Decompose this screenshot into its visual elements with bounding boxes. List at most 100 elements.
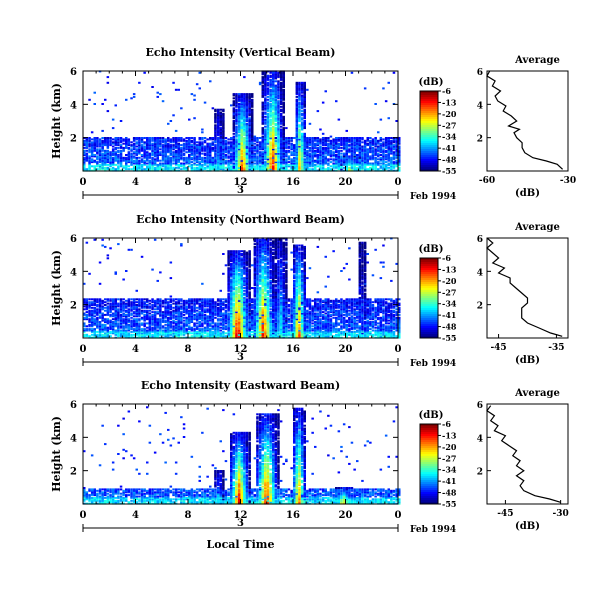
heatmap-cell xyxy=(350,139,354,142)
heatmap-cell xyxy=(156,152,159,155)
heatmap-cell xyxy=(230,325,233,328)
heatmap-cell xyxy=(203,101,207,104)
heatmap-cell xyxy=(219,305,222,308)
heatmap-cell xyxy=(350,155,354,158)
heatmap-cell xyxy=(203,158,207,161)
heatmap-cell xyxy=(151,322,154,325)
heatmap-cell xyxy=(379,165,383,168)
heatmap-cell xyxy=(303,165,306,168)
heatmap-cell xyxy=(240,145,243,148)
heatmap-cell xyxy=(174,306,178,309)
heatmap-cell xyxy=(214,313,217,316)
heatmap-cell xyxy=(237,108,241,111)
heatmap-cell xyxy=(261,168,264,171)
heatmap-cell xyxy=(395,155,398,158)
heatmap-cell xyxy=(172,333,175,336)
heatmap-cell xyxy=(277,144,280,147)
heatmap-cell xyxy=(366,163,369,166)
heatmap-cell xyxy=(90,333,94,336)
heatmap-cell xyxy=(219,306,222,309)
heatmap-cell xyxy=(127,165,131,168)
heatmap-cell xyxy=(390,168,393,171)
heatmap-cell xyxy=(203,326,207,329)
heatmap-cell xyxy=(83,151,86,154)
heatmap-cell xyxy=(209,80,212,83)
heatmap-cell xyxy=(111,329,115,332)
heatmap-cell xyxy=(300,152,304,155)
heatmap-cell xyxy=(243,163,246,166)
heatmap-cell xyxy=(298,161,301,164)
heatmap-cell xyxy=(272,152,275,155)
heatmap-cell xyxy=(111,145,115,148)
heatmap-cell xyxy=(180,168,183,171)
heatmap-cell xyxy=(164,163,167,166)
heatmap-cell xyxy=(198,161,201,164)
heatmap-cell xyxy=(261,163,264,166)
heatmap-cell xyxy=(298,134,301,137)
heatmap-cell xyxy=(230,294,233,297)
heatmap-cell xyxy=(366,149,369,152)
heatmap-cell xyxy=(356,144,359,147)
heatmap-cell xyxy=(266,107,270,110)
heatmap-cell xyxy=(193,311,196,314)
heatmap-cell xyxy=(266,135,270,138)
heatmap-cell xyxy=(240,121,243,124)
heatmap-cell xyxy=(146,306,149,309)
heatmap-cell xyxy=(390,163,393,166)
colorbar-swatch xyxy=(420,103,438,106)
heatmap-cell xyxy=(169,325,173,328)
heatmap-cell xyxy=(272,159,275,162)
heatmap-cell xyxy=(321,142,325,145)
heatmap-cell xyxy=(366,161,369,164)
heatmap-cell xyxy=(138,319,141,322)
heatmap-cell xyxy=(303,145,306,148)
heatmap-cell xyxy=(182,316,186,319)
heatmap-cell xyxy=(279,162,283,165)
colorbar-tick-label: -34 xyxy=(442,132,457,142)
heatmap-cell xyxy=(211,316,215,319)
heatmap-cell xyxy=(237,148,241,151)
heatmap-cell xyxy=(232,115,236,118)
heatmap-cell xyxy=(130,302,133,305)
heatmap-cell xyxy=(206,321,209,323)
heatmap-cell xyxy=(316,146,320,149)
heatmap-cell xyxy=(151,151,154,154)
heatmap-cell xyxy=(248,122,251,125)
heatmap-cell xyxy=(303,134,306,137)
heatmap-cell xyxy=(206,155,209,158)
heatmap-cell xyxy=(319,156,322,159)
heatmap-cell xyxy=(295,149,299,152)
heatmap-cell xyxy=(174,318,178,321)
heatmap-cell xyxy=(345,149,348,152)
heatmap-cell xyxy=(248,125,251,128)
heatmap-cell xyxy=(382,145,385,148)
heatmap-cell xyxy=(83,325,86,328)
heatmap-cell xyxy=(251,95,254,98)
heatmap-cell xyxy=(261,131,264,134)
heatmap-cell xyxy=(272,117,275,120)
heatmap-cell xyxy=(211,308,215,311)
heatmap-cell xyxy=(109,151,112,154)
heatmap-cell xyxy=(203,305,207,308)
heatmap-cell xyxy=(85,158,89,161)
heatmap-cell xyxy=(353,144,356,147)
heatmap-cell xyxy=(201,165,204,168)
heatmap-cell xyxy=(232,162,236,165)
heatmap-cell xyxy=(185,299,188,302)
heatmap-cell xyxy=(119,154,123,156)
heatmap-cell xyxy=(398,148,401,151)
heatmap-cell xyxy=(185,306,188,309)
heatmap-cell xyxy=(342,156,346,159)
heatmap-cell xyxy=(235,132,238,135)
heatmap-cell xyxy=(135,148,138,151)
heatmap-cell xyxy=(130,325,133,328)
heatmap-cell xyxy=(117,243,120,246)
heatmap-cell xyxy=(164,161,167,164)
heatmap-cell xyxy=(377,139,380,142)
heatmap-cell xyxy=(114,138,117,141)
heatmap-cell xyxy=(245,159,249,162)
heatmap-cell xyxy=(261,139,264,142)
heatmap-cell xyxy=(174,158,178,161)
heatmap-cell xyxy=(277,154,280,156)
heatmap-cell xyxy=(122,146,125,149)
